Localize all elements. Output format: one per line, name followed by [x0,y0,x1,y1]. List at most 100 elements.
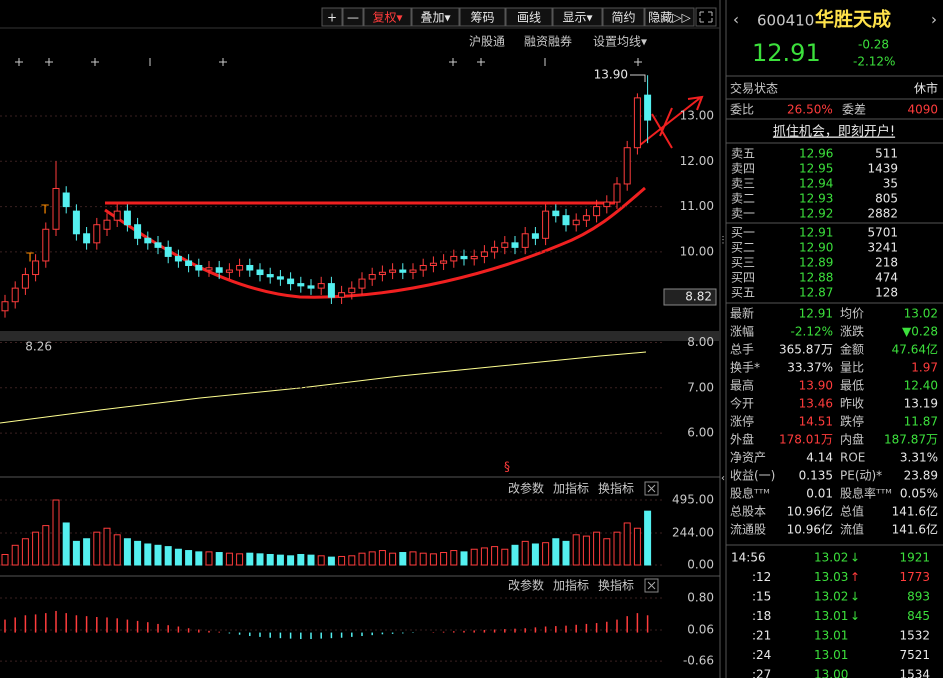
toolbar-label[interactable]: 复权▾ [372,11,402,25]
event-marker: T [25,251,34,265]
candle-body [409,269,417,273]
close-button[interactable] [644,578,659,593]
candle-body [134,224,142,239]
tick-arrow: ↓ [850,609,860,623]
volume-bar [613,531,621,566]
volume-bar [368,551,376,566]
toolbar-label[interactable]: 画线 [517,11,541,25]
toolbar-label[interactable]: 筹码 [470,11,494,25]
stat-label: 总手 [730,343,754,357]
stat-value: 141.6亿 [892,522,938,537]
volume-bar [215,552,223,566]
candle-body [419,264,427,271]
toolbar-button[interactable] [505,7,553,27]
volume-bar [317,555,325,566]
close-icon [647,581,656,590]
weibi-value: 26.50% [787,103,833,117]
tick-time: :27 [752,668,771,678]
stat-label: 均价 [840,307,864,321]
toolbar-label[interactable]: 简约 [611,10,635,25]
next-stock[interactable]: › [931,11,937,29]
stat-label: 收益(一) [730,469,775,483]
sub-menu[interactable]: 设置均线▾ [593,35,647,49]
tick-price: 13.03 [814,570,848,584]
toolbar-button[interactable] [342,7,364,27]
last-price-box [663,288,717,306]
close-button[interactable] [644,481,659,496]
volume-bar [62,522,70,566]
tick-time: :18 [752,609,771,623]
candle-body [42,228,50,262]
book-price: 12.92 [799,207,833,221]
candle-body [103,219,111,230]
book-price: 12.93 [799,192,833,206]
candle-body [307,285,315,289]
toolbar-label[interactable]: + [327,11,337,25]
stat-value: 12.40 [904,379,938,393]
toolbar-button[interactable] [459,7,506,27]
toolbar-button[interactable] [321,7,343,27]
toolbar-label[interactable]: 隐藏▷▷ [648,11,691,25]
toolbar-button[interactable] [363,7,412,27]
weicha-label: 委差 [842,103,866,117]
stat-label: 外盘 [730,432,754,447]
tick-time: :12 [752,570,771,584]
stat-value: 365.87万 [779,343,833,357]
volume-bar [32,531,40,566]
prev-stock[interactable]: ‹ [733,11,739,29]
candle-body [429,262,437,266]
stat-label: 涨幅 [730,324,754,339]
last-price-tag: 8.82 [685,290,712,304]
stat-value: 13.02 [904,307,938,321]
toolbar-label[interactable]: 显示▾ [562,11,592,25]
promo-banner[interactable]: 抓住机会，即刻开户! [773,124,895,140]
indicator-button[interactable]: 改参数 [508,578,544,593]
volume-bar [246,552,254,566]
toolbar-button[interactable] [411,7,460,27]
stat-label: 昨收 [840,397,864,411]
indicator-button[interactable]: 加指标 [553,481,589,496]
indicator-button[interactable]: 改参数 [508,481,544,496]
sub-menu[interactable]: 沪股通 [469,35,505,49]
close-icon [647,484,656,493]
candle-body [368,274,376,280]
book-price: 12.88 [799,271,833,285]
volume-bar [195,551,203,566]
candle-body [32,260,40,276]
toolbar-button[interactable] [602,7,645,27]
stat-label: 净资产 [730,451,766,465]
volume-bar [593,531,601,566]
fullscreen-button[interactable] [695,7,717,27]
tick-time: :21 [752,629,771,643]
tick-volume: 1921 [899,551,930,565]
stat-label: 今开 [730,396,754,411]
indicator-button[interactable]: 加指标 [553,578,589,593]
tick-arrow: ↓ [850,551,860,565]
stat-label: 流通股 [730,523,766,537]
indicator-button[interactable]: 换指标 [598,578,634,593]
volume-bar [531,543,539,566]
collapse-handle[interactable]: ⋮ [719,236,728,246]
toolbar-label[interactable]: — [347,11,359,25]
stat-label: 最高 [730,378,754,393]
volume-bar [378,550,386,566]
stat-label: 流值 [840,522,864,537]
candle-body [470,255,478,260]
toolbar-button[interactable] [644,7,695,27]
candle-body [164,246,172,257]
book-volume: 1439 [867,162,898,176]
toolbar-button[interactable] [552,7,603,27]
collapse-handle[interactable]: ‹ [721,473,725,484]
stat-value: 13.90 [799,379,833,393]
stat-value: 13.46 [799,397,833,411]
indicator-button[interactable]: 换指标 [598,481,634,496]
volume-bar [470,548,478,566]
sub-menu[interactable]: 融资融券 [524,34,572,49]
candle-body [276,276,284,280]
stat-value: 0.135 [799,469,833,483]
volume-bar [1,553,9,566]
toolbar-label[interactable]: 叠加▾ [420,11,450,25]
volume-bar [572,534,580,566]
tick-arrow: ↑ [850,570,860,584]
candle-body [633,97,641,149]
